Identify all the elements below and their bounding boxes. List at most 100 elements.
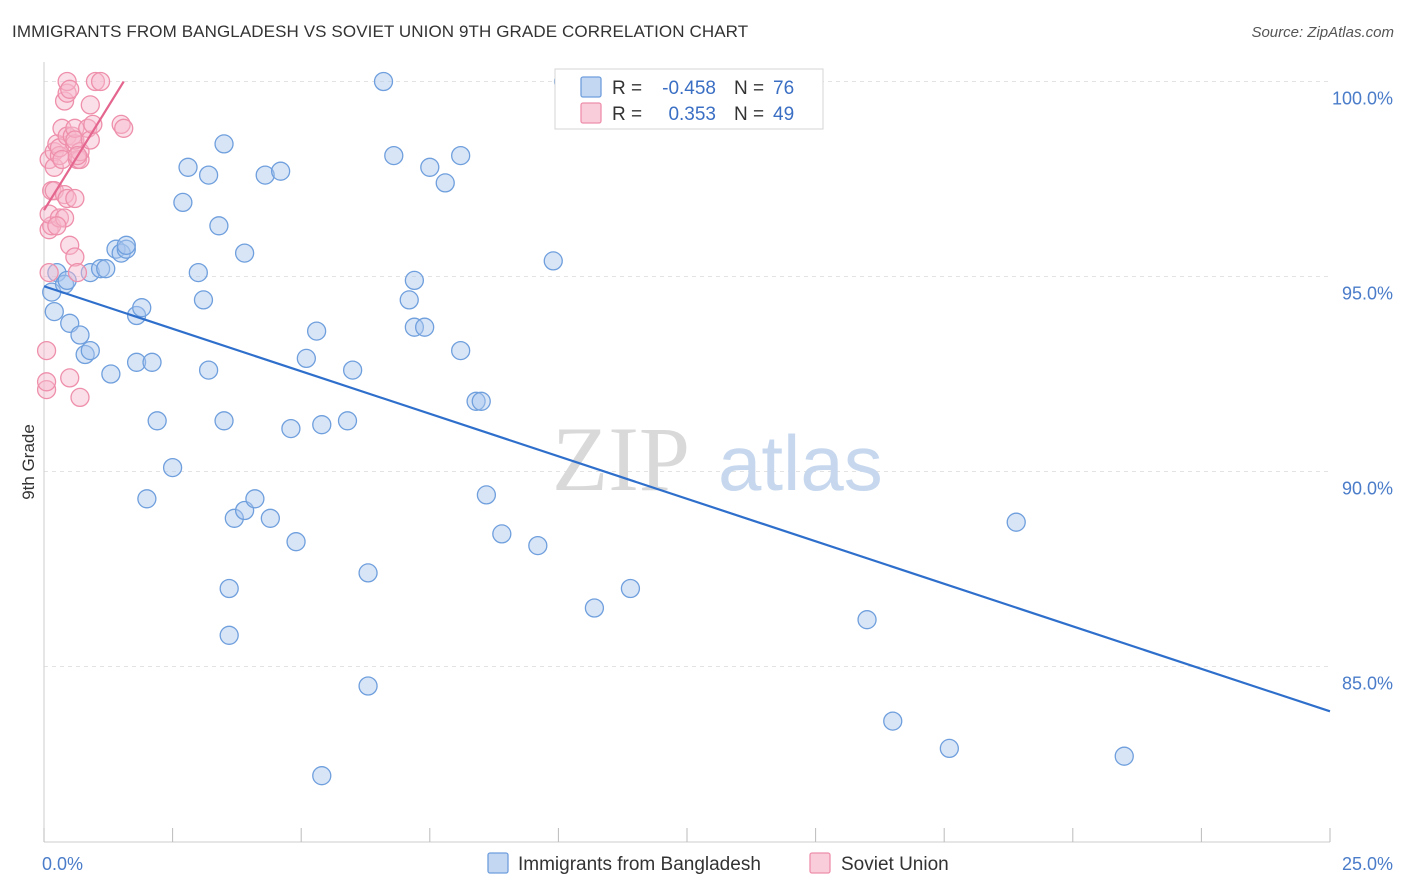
bangladesh-trend-line (43, 285, 1331, 713)
bangladesh-point-2 (47, 262, 67, 283)
soviet-point-48 (114, 118, 134, 138)
soviet-point-14 (49, 138, 70, 158)
bangladesh-point-71 (857, 610, 877, 630)
bangladesh-point-6 (70, 325, 90, 345)
soviet-point-31 (65, 188, 85, 209)
bangladesh-point-17 (132, 298, 152, 318)
legend-r-label-soviet: R = (612, 104, 642, 125)
bangladesh-point-63 (471, 391, 491, 411)
soviet-point-40 (70, 387, 90, 408)
soviet-point-22 (54, 208, 75, 228)
bangladesh-point-43 (286, 532, 306, 552)
soviet-point-45 (85, 71, 106, 92)
soviet-point-0 (36, 379, 57, 400)
bangladesh-point-60 (451, 145, 471, 166)
legend-n-label-soviet: N = (734, 104, 764, 125)
bangladesh-point-1 (44, 301, 64, 322)
bangladesh-point-35 (219, 578, 239, 599)
bangladesh-point-62 (466, 391, 486, 411)
bangladesh-point-44 (296, 348, 316, 369)
bangladesh-point-36 (219, 625, 239, 645)
bangladesh-point-47 (337, 411, 358, 431)
y-tick-label-2: 95.0% (1342, 284, 1393, 304)
bangladesh-point-31 (193, 290, 214, 310)
bangladesh-point-33 (214, 411, 234, 431)
bangladesh-point-54 (399, 290, 419, 310)
bangladesh-point-58 (420, 157, 440, 177)
legend-r-value-soviet: 0.353 (668, 104, 716, 125)
soviet-trend-line (43, 80, 125, 211)
soviet-point-20 (60, 79, 80, 99)
bangladesh-point-41 (260, 508, 280, 528)
legend-n-value-bangladesh: 76 (773, 78, 794, 99)
bangladesh-point-28 (214, 134, 234, 154)
soviet-point-17 (54, 91, 75, 111)
bangladesh-point-51 (358, 676, 378, 696)
soviet-point-35 (67, 262, 88, 283)
bangladesh-point-61 (451, 340, 471, 361)
bangladesh-point-73 (939, 738, 959, 759)
bangladesh-point-70 (620, 578, 641, 599)
bangladesh-point-8 (80, 340, 100, 361)
bangladesh-point-46 (312, 415, 332, 435)
soviet-point-3 (39, 262, 59, 283)
soviet-point-28 (57, 188, 77, 209)
bangladesh-point-64 (476, 485, 497, 505)
watermark-atlas: atlas (718, 419, 883, 507)
y-tick-label-1: 90.0% (1342, 479, 1393, 499)
bangladesh-point-29 (188, 262, 208, 283)
bangladesh-point-48 (312, 766, 332, 786)
bangladesh-point-69 (584, 598, 605, 618)
bangladesh-point-39 (255, 165, 275, 185)
watermark-zip: ZIP (552, 408, 690, 510)
bangladesh-point-19 (142, 352, 162, 372)
axes (43, 62, 1331, 843)
bangladesh-point-25 (178, 157, 198, 177)
bangladesh-point-74 (1006, 512, 1026, 532)
series-legend-label-bangladesh: Immigrants from Bangladesh (518, 854, 761, 875)
bangladesh-point-20 (101, 364, 121, 384)
legend-swatch-bangladesh (580, 76, 602, 98)
source-credit: Source: ZipAtlas.com (1251, 24, 1394, 41)
soviet-point-19 (57, 71, 77, 92)
series-soviet-points (36, 71, 134, 408)
bangladesh-point-67 (543, 251, 563, 271)
bangladesh-point-56 (404, 317, 425, 337)
bangladesh-point-57 (415, 317, 435, 337)
legend-r-value-bangladesh: -0.458 (662, 78, 716, 99)
bangladesh-point-72 (883, 711, 903, 731)
legend-n-label-bangladesh: N = (734, 78, 764, 99)
bangladesh-point-4 (57, 270, 77, 291)
series-legend-label-soviet: Soviet Union (841, 854, 949, 875)
series-bangladesh-points (42, 71, 1134, 786)
bangladesh-point-66 (528, 535, 548, 556)
y-tick-label-3: 100.0% (1332, 89, 1393, 109)
bangladesh-point-38 (245, 489, 265, 509)
bangladesh-point-45 (306, 321, 327, 341)
tick-labels: 85.0% 90.0% 95.0% 100.0% 0.0% 25.0% (42, 89, 1393, 875)
watermark: ZIP atlas (552, 408, 883, 510)
legend-n-value-soviet: 49 (773, 104, 794, 125)
soviet-point-2 (36, 340, 57, 361)
bangladesh-point-53 (384, 145, 404, 166)
soviet-point-12 (44, 157, 64, 177)
series-legend-swatch-bangladesh (487, 852, 509, 874)
stats-legend: R = -0.458 N = 76 R = 0.353 N = 49 (554, 68, 824, 130)
bangladesh-point-75 (1114, 746, 1134, 766)
x-tick-label-1: 25.0% (1342, 854, 1393, 874)
legend-r-label-bangladesh: R = (612, 78, 642, 99)
bangladesh-point-30 (234, 243, 255, 263)
bangladesh-point-52 (373, 71, 394, 92)
bangladesh-point-10 (90, 259, 111, 279)
bangladesh-point-40 (270, 161, 291, 181)
bangladesh-point-26 (198, 165, 219, 185)
bangladesh-point-42 (281, 418, 301, 439)
soviet-point-38 (65, 130, 85, 150)
bangladesh-point-27 (209, 216, 229, 236)
bangladesh-point-15 (116, 235, 136, 255)
y-axis-label: 9th Grade (19, 424, 38, 500)
y-tick-label-0: 85.0% (1342, 674, 1393, 694)
legend-swatch-soviet (580, 102, 602, 124)
bangladesh-point-23 (162, 457, 183, 478)
